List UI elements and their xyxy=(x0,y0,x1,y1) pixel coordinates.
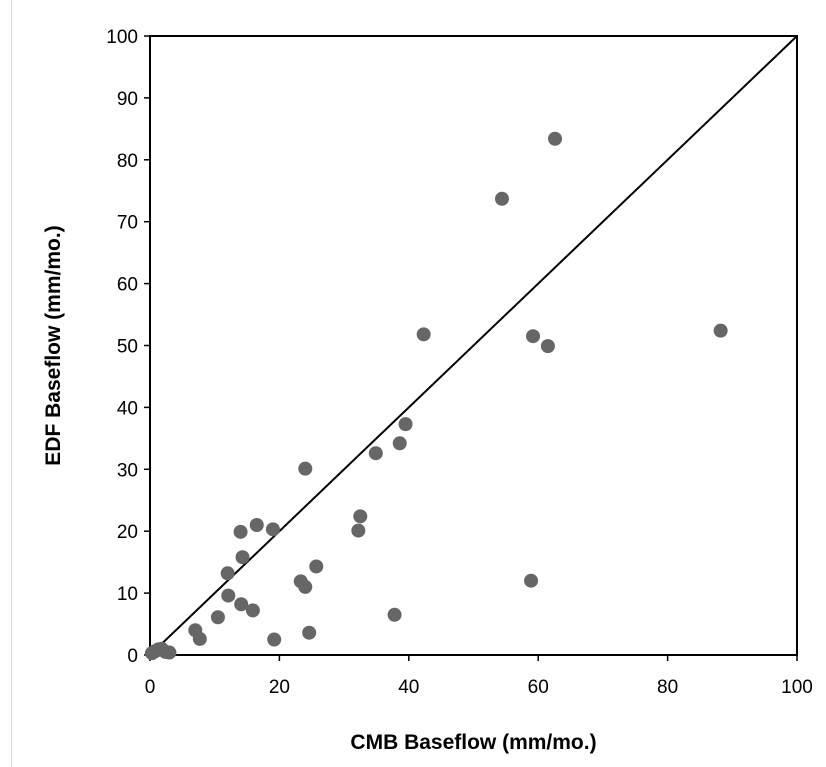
data-point xyxy=(398,417,413,432)
y-tick-label: 60 xyxy=(117,275,138,296)
data-point xyxy=(249,518,264,533)
data-point xyxy=(368,446,383,461)
data-point xyxy=(267,632,282,647)
y-tick-label: 70 xyxy=(117,213,138,234)
y-tick-label: 40 xyxy=(117,398,138,419)
data-point xyxy=(524,573,539,588)
y-axis-tick-labels: 0 10 20 30 40 50 60 70 80 90 100 xyxy=(106,27,138,667)
y-tick-label: 20 xyxy=(117,522,138,543)
data-point xyxy=(713,323,728,338)
y-tick-label: 10 xyxy=(117,584,138,605)
y-tick-label: 30 xyxy=(117,460,138,481)
data-point xyxy=(353,509,368,524)
data-point xyxy=(245,603,260,618)
data-point xyxy=(540,339,555,354)
data-point xyxy=(234,597,249,612)
x-tick-label: 0 xyxy=(145,677,156,698)
data-point xyxy=(298,579,313,594)
data-point xyxy=(162,645,177,660)
y-tick-label: 100 xyxy=(106,27,138,48)
x-tick-label: 100 xyxy=(781,677,813,698)
x-tick-label: 40 xyxy=(398,677,419,698)
data-point xyxy=(220,566,235,581)
data-point xyxy=(221,588,236,603)
x-axis-tick-labels: 0 20 40 60 80 100 xyxy=(145,677,813,698)
data-point xyxy=(309,559,324,574)
x-tick-label: 80 xyxy=(657,677,678,698)
panel-border xyxy=(11,0,12,767)
data-point xyxy=(192,631,207,646)
data-point xyxy=(548,131,563,146)
y-axis-title: EDF Baseflow (mm/mo.) xyxy=(42,225,65,465)
data-point xyxy=(387,607,402,622)
data-point xyxy=(235,550,250,565)
y-tick-label: 0 xyxy=(127,646,138,667)
data-point xyxy=(265,522,280,537)
data-point xyxy=(210,610,225,625)
data-point xyxy=(392,436,407,451)
data-point xyxy=(494,191,509,206)
x-tick-label: 20 xyxy=(269,677,290,698)
one-to-one-line xyxy=(149,35,798,656)
data-point xyxy=(416,327,431,342)
y-tick-label: 90 xyxy=(117,89,138,110)
x-axis-title: CMB Baseflow (mm/mo.) xyxy=(350,731,596,754)
x-tick-label: 60 xyxy=(528,677,549,698)
data-point xyxy=(233,524,248,539)
data-point xyxy=(351,523,366,538)
data-point xyxy=(302,625,317,640)
data-point xyxy=(298,461,313,476)
data-points xyxy=(144,131,728,661)
y-tick-label: 50 xyxy=(117,337,138,358)
y-tick-label: 80 xyxy=(117,151,138,172)
y-axis-ticks xyxy=(144,35,150,656)
data-point xyxy=(526,329,541,344)
